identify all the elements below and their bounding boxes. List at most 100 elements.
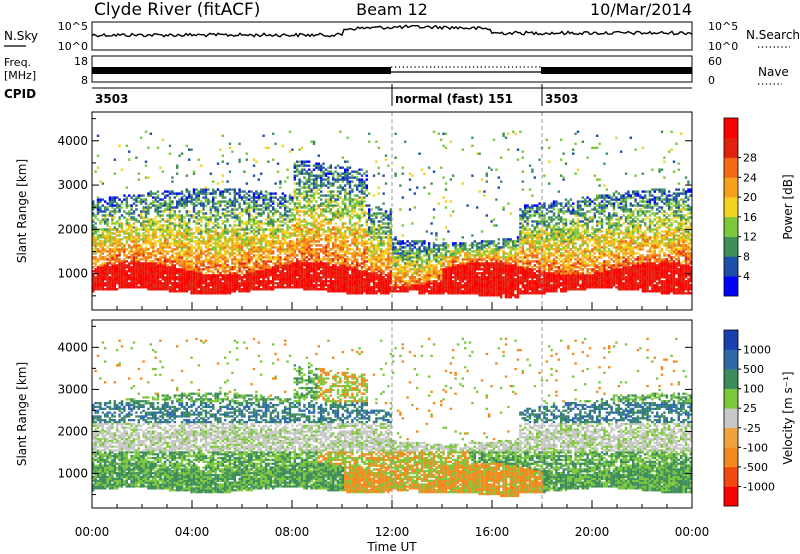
range-cell <box>161 224 164 227</box>
range-cell <box>108 258 112 261</box>
range-cell <box>382 270 385 273</box>
range-cell <box>180 268 184 271</box>
range-cell <box>120 250 124 253</box>
range-cell <box>106 218 109 221</box>
range-cell <box>173 228 176 231</box>
range-cell <box>368 242 371 245</box>
range-cell <box>111 238 114 241</box>
range-cell <box>142 232 145 235</box>
range-cell <box>92 252 95 255</box>
range-cell <box>233 238 236 241</box>
range-cell <box>92 220 95 223</box>
range-cell <box>308 214 311 217</box>
range-cell <box>375 272 378 275</box>
range-cell <box>185 222 188 225</box>
range-cell <box>370 286 373 289</box>
range-cell <box>106 240 109 243</box>
range-cell <box>166 286 169 289</box>
range-cell <box>216 162 220 165</box>
range-cell <box>216 252 220 255</box>
range-cell <box>178 222 181 225</box>
range-cell <box>185 252 188 255</box>
range-cell <box>344 184 347 187</box>
range-cell <box>130 238 133 241</box>
range-cell <box>240 288 244 291</box>
range-cell <box>284 230 287 233</box>
range-cell <box>164 242 167 245</box>
range-cell <box>200 284 203 287</box>
range-cell <box>356 212 359 215</box>
range-cell <box>214 234 217 237</box>
range-cell <box>123 236 126 239</box>
range-cell <box>200 274 203 277</box>
range-cell <box>322 214 325 217</box>
range-cell <box>219 232 222 235</box>
range-cell <box>140 246 143 249</box>
range-cell <box>202 192 205 195</box>
range-cell <box>125 186 128 189</box>
range-cell <box>274 286 277 289</box>
range-cell <box>252 216 256 219</box>
range-cell <box>128 224 131 227</box>
range-cell <box>394 256 397 259</box>
range-cell <box>296 206 299 209</box>
range-cell <box>305 200 308 203</box>
range-cell <box>108 212 112 215</box>
range-cell <box>99 208 102 211</box>
range-cell <box>260 220 263 223</box>
range-cell <box>300 196 304 199</box>
range-cell <box>166 240 169 243</box>
range-cell <box>142 224 145 227</box>
range-cell <box>353 198 356 201</box>
range-cell <box>224 258 227 261</box>
range-cell <box>197 258 200 261</box>
range-cell <box>353 250 356 253</box>
range-cell <box>99 258 102 261</box>
range-cell <box>188 220 191 223</box>
range-cell <box>108 248 112 251</box>
range-cell <box>142 194 145 197</box>
range-cell <box>104 264 107 267</box>
range-cell <box>96 196 100 199</box>
range-cell <box>108 228 112 231</box>
range-cell <box>351 238 354 241</box>
range-cell <box>111 232 114 235</box>
range-cell <box>243 200 246 203</box>
range-cell <box>188 222 191 225</box>
range-cell <box>214 224 217 227</box>
range-cell <box>176 256 179 259</box>
range-cell <box>207 260 210 263</box>
range-cell <box>113 284 116 287</box>
range-cell <box>197 190 200 193</box>
range-cell <box>156 204 160 207</box>
range-cell <box>221 268 224 271</box>
range-cell <box>308 262 311 265</box>
range-cell <box>228 210 232 213</box>
range-cell <box>293 162 296 165</box>
range-cell <box>214 244 217 247</box>
range-cell <box>202 230 205 233</box>
range-cell <box>135 244 138 247</box>
range-cell <box>197 222 200 225</box>
range-cell <box>190 202 193 205</box>
range-cell <box>382 174 385 177</box>
range-cell <box>276 162 280 165</box>
range-cell <box>315 174 318 177</box>
range-cell <box>274 182 277 185</box>
range-cell <box>140 252 143 255</box>
range-cell <box>161 170 164 173</box>
range-cell <box>106 288 109 291</box>
range-cell <box>92 236 95 239</box>
range-cell <box>132 202 136 205</box>
range-cell <box>120 260 124 263</box>
range-cell <box>209 220 212 223</box>
range-cell <box>207 236 210 239</box>
range-cell <box>310 206 313 209</box>
range-cell <box>303 182 306 185</box>
range-cell <box>154 208 157 211</box>
range-cell <box>159 276 162 279</box>
range-cell <box>197 274 200 277</box>
range-cell <box>329 218 332 221</box>
range-cell <box>135 238 138 241</box>
range-cell <box>195 250 198 253</box>
